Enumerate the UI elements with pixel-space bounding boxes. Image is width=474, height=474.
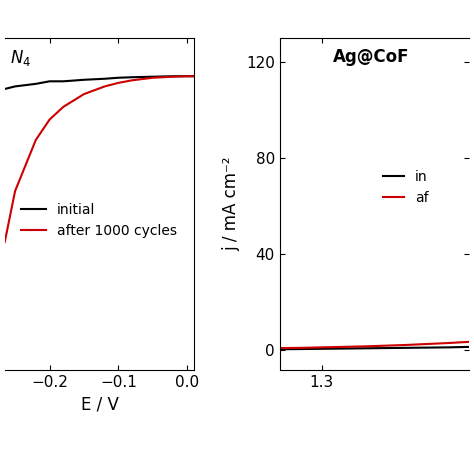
af — [340, 344, 346, 350]
initial — [116, 75, 121, 81]
after 1000 cycles — [33, 137, 38, 143]
Line: initial: initial — [5, 76, 194, 89]
Text: $N_4$: $N_4$ — [10, 48, 32, 68]
after 1000 cycles — [47, 117, 53, 122]
in — [382, 345, 388, 351]
after 1000 cycles — [61, 104, 66, 109]
initial — [150, 74, 156, 80]
Y-axis label: j / mA cm⁻²: j / mA cm⁻² — [222, 156, 240, 251]
initial — [61, 79, 66, 84]
Legend: in, af: in, af — [377, 164, 434, 210]
in — [403, 345, 409, 351]
initial — [81, 77, 87, 82]
initial — [12, 83, 18, 89]
after 1000 cycles — [150, 75, 156, 81]
Line: after 1000 cycles: after 1000 cycles — [5, 76, 194, 242]
in — [319, 346, 325, 352]
in — [298, 346, 303, 352]
initial — [129, 74, 135, 80]
in — [277, 346, 283, 352]
initial — [2, 86, 8, 92]
after 1000 cycles — [171, 74, 176, 80]
af — [446, 340, 451, 346]
after 1000 cycles — [2, 239, 8, 245]
after 1000 cycles — [184, 73, 190, 79]
initial — [33, 81, 38, 87]
initial — [47, 79, 53, 84]
af — [298, 345, 303, 351]
after 1000 cycles — [191, 73, 197, 79]
af — [277, 345, 283, 351]
af — [382, 343, 388, 348]
after 1000 cycles — [129, 77, 135, 83]
af — [403, 342, 409, 348]
af — [319, 345, 325, 350]
in — [466, 344, 472, 350]
Text: Ag@CoF: Ag@CoF — [333, 48, 409, 66]
in — [424, 345, 430, 350]
Line: in: in — [280, 347, 469, 349]
af — [466, 339, 472, 345]
X-axis label: E / V: E / V — [81, 395, 118, 413]
after 1000 cycles — [81, 91, 87, 97]
in — [340, 346, 346, 351]
after 1000 cycles — [116, 80, 121, 86]
in — [446, 345, 451, 350]
initial — [184, 73, 190, 79]
after 1000 cycles — [102, 83, 108, 89]
af — [361, 344, 367, 349]
after 1000 cycles — [12, 188, 18, 194]
initial — [102, 76, 108, 82]
in — [361, 346, 367, 351]
Legend: initial, after 1000 cycles: initial, after 1000 cycles — [16, 197, 182, 244]
af — [424, 341, 430, 347]
initial — [171, 73, 176, 79]
Line: af: af — [280, 342, 469, 348]
initial — [191, 73, 197, 79]
